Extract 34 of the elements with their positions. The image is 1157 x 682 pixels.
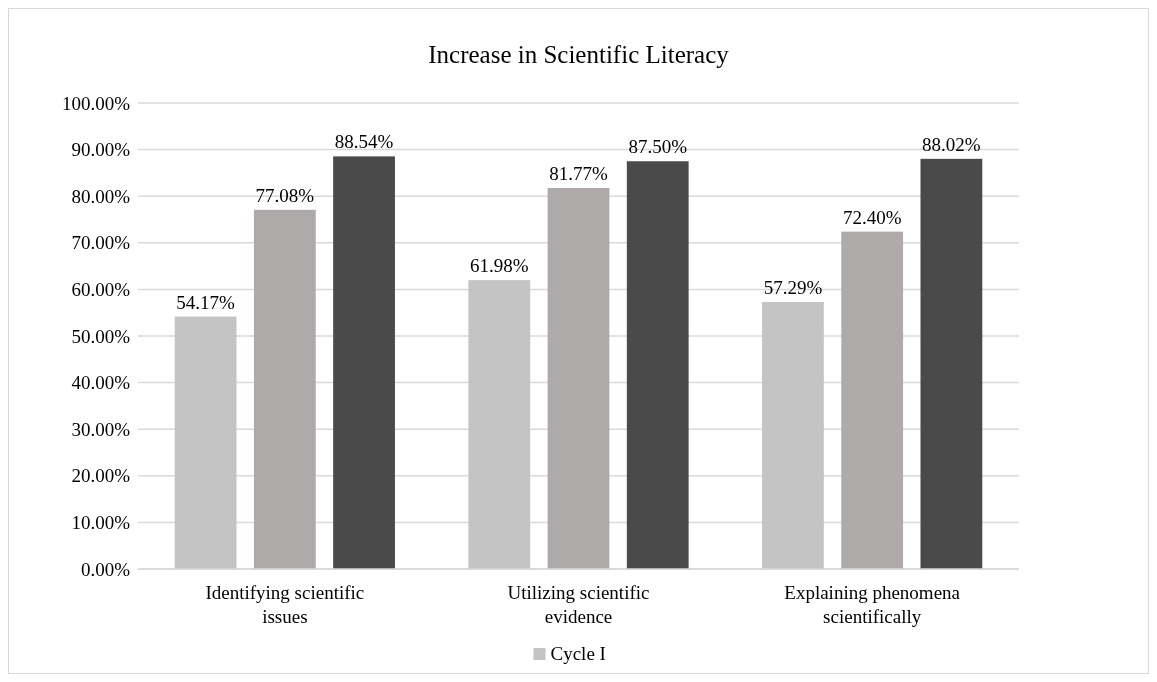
y-tick-label: 0.00% <box>80 558 131 580</box>
x-tick-label: Identifying scientific issues <box>205 582 365 627</box>
chart-title: Increase in Scientific Literacy <box>428 41 730 68</box>
bar <box>468 280 531 569</box>
y-tick-label: 100.00% <box>61 92 131 114</box>
y-tick-label: 50.00% <box>71 325 131 347</box>
y-tick-label: 40.00% <box>71 372 131 394</box>
bar <box>547 187 610 569</box>
data-label: 57.29% <box>763 277 823 299</box>
y-tick-label: 90.00% <box>71 139 131 161</box>
bar <box>920 158 983 569</box>
data-label: 88.54% <box>334 131 394 153</box>
bar <box>762 302 824 569</box>
data-label: 77.08% <box>255 184 315 206</box>
bar <box>253 209 316 569</box>
data-label: 61.98% <box>469 255 529 277</box>
bar <box>841 231 904 569</box>
legend-label: Cycle I <box>550 643 606 664</box>
data-label: 72.40% <box>842 206 902 228</box>
y-tick-label: 10.00% <box>71 512 131 534</box>
x-tick-label: Utilizing scientific evidence <box>507 582 650 627</box>
x-tick-label: Explaining phenomena scientifically <box>784 582 961 627</box>
bar <box>333 156 395 569</box>
bar <box>174 316 237 569</box>
y-tick-label: 20.00% <box>71 465 131 487</box>
y-tick-label: 60.00% <box>71 279 131 301</box>
data-label: 81.77% <box>549 162 608 184</box>
y-tick-label: 30.00% <box>71 418 131 440</box>
data-label: 87.50% <box>628 136 688 158</box>
y-tick-label: 80.00% <box>71 185 131 207</box>
data-label: 88.02% <box>922 133 981 155</box>
y-tick-label: 70.00% <box>71 232 131 254</box>
bar <box>626 161 689 569</box>
data-label: 54.17% <box>176 291 236 313</box>
